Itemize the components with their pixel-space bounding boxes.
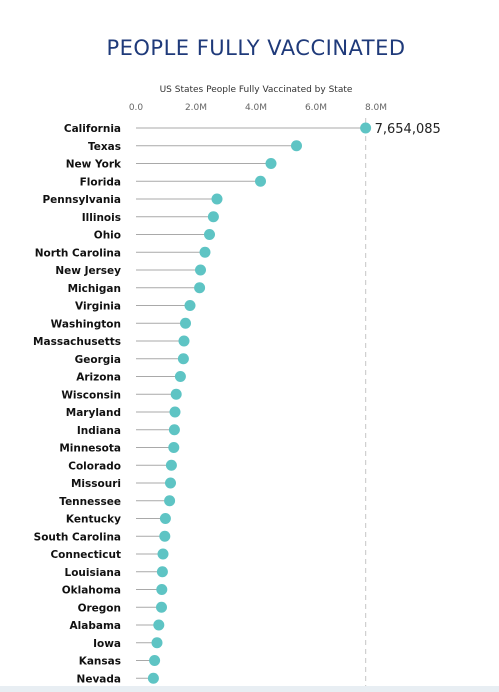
x-tick-label-2: 4.0M bbox=[245, 103, 267, 113]
category-label-oregon: Oregon bbox=[78, 602, 121, 614]
marker-nevada[interactable] bbox=[147, 672, 159, 684]
marker-florida[interactable] bbox=[255, 175, 266, 187]
marker-new-jersey[interactable] bbox=[195, 264, 206, 276]
category-label-wisconsin: Wisconsin bbox=[61, 389, 121, 401]
category-label-north-carolina: North Carolina bbox=[35, 247, 121, 259]
marker-oklahoma[interactable] bbox=[156, 584, 168, 595]
stems-layer bbox=[136, 127, 366, 679]
marker-connecticut[interactable] bbox=[157, 548, 169, 560]
marker-indiana[interactable] bbox=[168, 424, 180, 436]
category-label-new-york: New York bbox=[66, 159, 122, 171]
category-labels: California Texas New York Florida Pennsylvan… bbox=[33, 123, 122, 685]
x-tick-label-4: 8.0M bbox=[365, 103, 387, 113]
x-tick-label-1: 2.0M bbox=[185, 103, 207, 113]
marker-south-carolina[interactable] bbox=[159, 530, 171, 542]
category-label-alabama: Alabama bbox=[70, 620, 121, 632]
x-tick-label-3: 6.0M bbox=[305, 103, 327, 113]
x-tick-label-0: 0.0 bbox=[129, 103, 144, 113]
marker-illinois[interactable] bbox=[207, 211, 219, 223]
marker-wisconsin[interactable] bbox=[170, 388, 182, 400]
marker-pennsylvania[interactable] bbox=[211, 193, 223, 205]
marker-michigan[interactable] bbox=[194, 282, 206, 294]
category-label-florida: Florida bbox=[80, 176, 121, 188]
category-label-minnesota: Minnesota bbox=[59, 443, 121, 455]
marker-alabama[interactable] bbox=[153, 619, 165, 631]
category-label-michigan: Michigan bbox=[68, 283, 121, 295]
category-label-texas: Texas bbox=[88, 141, 121, 153]
category-label-colorado: Colorado bbox=[68, 460, 121, 472]
chart-subtitle: US States People Fully Vaccinated by Sta… bbox=[159, 85, 353, 95]
marker-tennessee[interactable] bbox=[164, 495, 176, 507]
category-label-maryland: Maryland bbox=[66, 407, 121, 419]
marker-colorado[interactable] bbox=[165, 459, 177, 471]
category-label-washington: Washington bbox=[51, 318, 121, 330]
category-label-illinois: Illinois bbox=[82, 212, 121, 224]
x-axis-ticks: 0.0 2.0M 4.0M 6.0M 8.0M bbox=[129, 103, 387, 113]
bottom-strip bbox=[0, 686, 499, 692]
category-label-virginia: Virginia bbox=[75, 301, 121, 313]
category-label-pennsylvania: Pennsylvania bbox=[42, 194, 121, 206]
marker-california[interactable] bbox=[360, 122, 372, 134]
category-label-georgia: Georgia bbox=[75, 354, 121, 366]
marker-virginia[interactable] bbox=[184, 300, 196, 311]
category-label-louisiana: Louisiana bbox=[65, 567, 121, 579]
category-label-nevada: Nevada bbox=[77, 673, 121, 685]
marker-oregon[interactable] bbox=[156, 601, 167, 613]
markers-layer bbox=[147, 122, 372, 684]
category-label-south-carolina: South Carolina bbox=[34, 531, 121, 543]
category-label-kentucky: Kentucky bbox=[66, 514, 121, 526]
category-label-arizona: Arizona bbox=[76, 372, 121, 384]
marker-texas[interactable] bbox=[291, 140, 302, 152]
marker-kentucky[interactable] bbox=[159, 513, 171, 524]
page-title: PEOPLE FULLY VACCINATED bbox=[106, 36, 406, 60]
marker-iowa[interactable] bbox=[151, 637, 163, 649]
marker-arizona[interactable] bbox=[174, 371, 186, 382]
marker-new-york[interactable] bbox=[265, 158, 277, 169]
marker-minnesota[interactable] bbox=[168, 442, 180, 453]
category-label-connecticut: Connecticut bbox=[50, 549, 121, 561]
category-label-missouri: Missouri bbox=[71, 478, 121, 490]
category-label-california: California bbox=[64, 123, 121, 135]
marker-maryland[interactable] bbox=[169, 406, 181, 418]
marker-georgia[interactable] bbox=[177, 353, 189, 365]
marker-washington[interactable] bbox=[180, 317, 191, 329]
marker-kansas[interactable] bbox=[149, 655, 161, 666]
category-label-new-jersey: New Jersey bbox=[55, 265, 121, 277]
category-label-indiana: Indiana bbox=[77, 425, 121, 437]
marker-north-carolina[interactable] bbox=[199, 246, 211, 258]
marker-missouri[interactable] bbox=[165, 477, 176, 489]
data-labels: 7,654,085 bbox=[375, 122, 441, 137]
marker-louisiana[interactable] bbox=[156, 566, 168, 578]
category-label-ohio: Ohio bbox=[94, 230, 121, 242]
category-label-oklahoma: Oklahoma bbox=[62, 585, 121, 597]
marker-ohio[interactable] bbox=[204, 229, 215, 240]
category-label-kansas: Kansas bbox=[79, 656, 121, 668]
category-label-massachusetts: Massachusetts bbox=[33, 336, 121, 348]
marker-massachusetts[interactable] bbox=[178, 335, 190, 347]
category-label-iowa: Iowa bbox=[93, 638, 121, 650]
data-label-california: 7,654,085 bbox=[375, 122, 441, 137]
category-label-tennessee: Tennessee bbox=[59, 496, 121, 508]
